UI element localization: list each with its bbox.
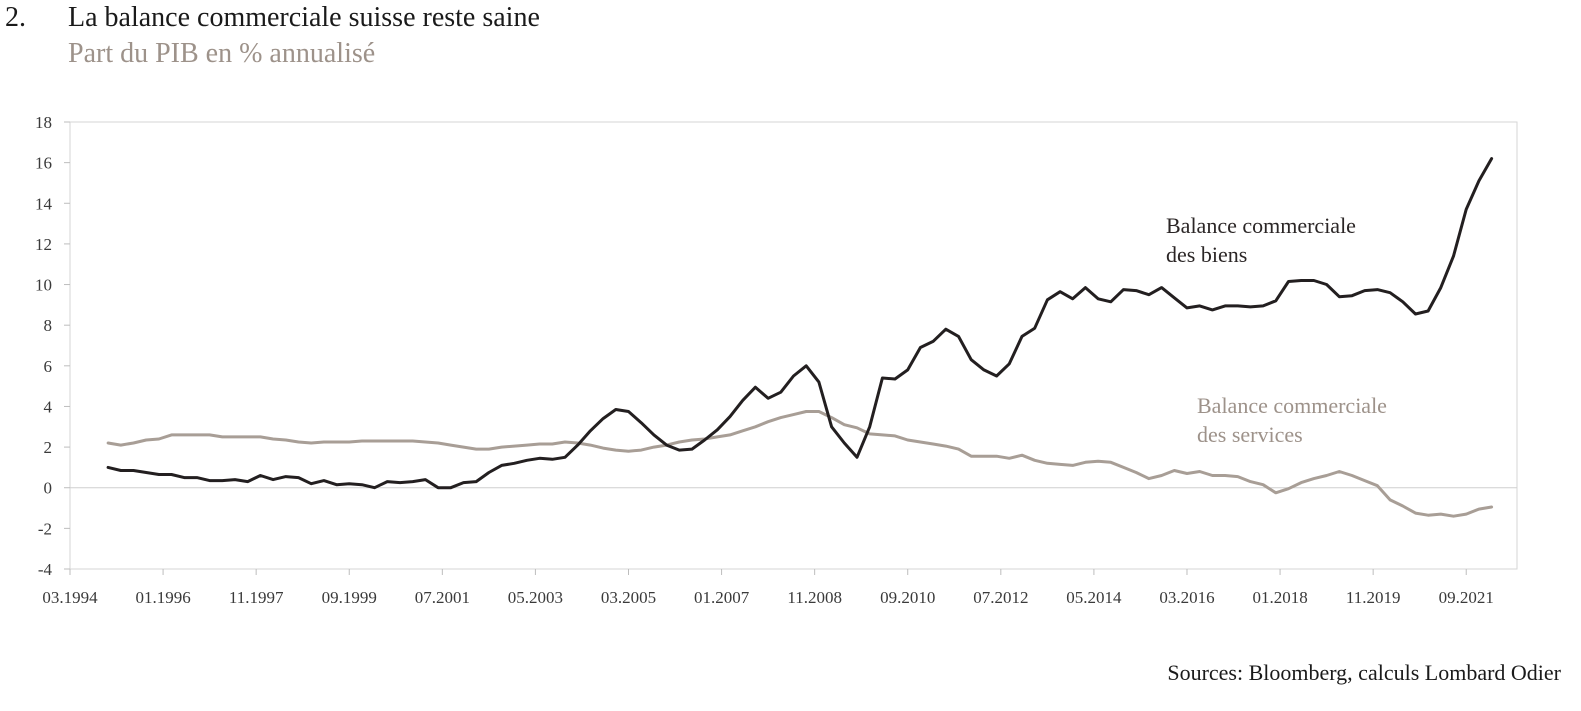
x-tick-label: 05.2003: [508, 588, 563, 607]
y-tick-label: 10: [35, 276, 52, 295]
y-tick-label: 16: [35, 154, 52, 173]
x-tick-label: 03.2016: [1159, 588, 1214, 607]
x-tick-label: 11.2019: [1346, 588, 1401, 607]
series-label-biens: Balance commerciale des biens: [1166, 213, 1356, 267]
series-label-services: Balance commerciale des services: [1197, 393, 1387, 447]
x-tick-label: 03.2005: [601, 588, 656, 607]
y-tick-label: 12: [35, 235, 52, 254]
x-tick-label: 01.2018: [1252, 588, 1307, 607]
chart-subtitle: Part du PIB en % annualisé: [68, 38, 376, 69]
y-tick-label: 14: [35, 194, 53, 213]
y-tick-label: 2: [44, 438, 53, 457]
x-tick-label: 01.2007: [694, 588, 750, 607]
x-tick-label: 07.2012: [973, 588, 1028, 607]
source-note: Sources: Bloomberg, calculs Lombard Odie…: [1167, 660, 1561, 685]
series-layer: [106, 157, 1494, 518]
y-axis: -4 -2 0 2 4 6 8 10 12 14 16 18: [35, 113, 1517, 579]
x-tick-label: 09.2010: [880, 588, 935, 607]
x-tick-label: 09.2021: [1439, 588, 1494, 607]
y-tick-label: 4: [44, 397, 53, 416]
chart-title: La balance commerciale suisse reste sain…: [68, 2, 540, 33]
x-tick-label: 11.1997: [229, 588, 284, 607]
y-tick-label: 0: [44, 479, 53, 498]
series-line-biens: [106, 157, 1494, 490]
series-line-services: [106, 410, 1494, 518]
y-tick-label: 8: [44, 316, 53, 335]
y-tick-label: 18: [35, 113, 52, 132]
series-label-line: Balance commerciale: [1166, 213, 1356, 238]
y-tick-label: 6: [44, 357, 53, 376]
x-tick-label: 05.2014: [1066, 588, 1122, 607]
x-tick-label: 11.2008: [787, 588, 842, 607]
x-tick-label: 07.2001: [415, 588, 470, 607]
series-label-line: des services: [1197, 422, 1303, 447]
series-label-line: Balance commerciale: [1197, 393, 1387, 418]
y-tick-label: -4: [38, 560, 53, 579]
plot-frame: [69, 121, 1518, 570]
figure-number: 2.: [5, 2, 26, 33]
x-tick-label: 01.1996: [135, 588, 190, 607]
x-axis: 03.1994 01.1996 11.1997 09.1999 07.2001 05.20…: [42, 569, 1494, 607]
x-tick-label: 09.1999: [322, 588, 377, 607]
series-label-line: des biens: [1166, 242, 1247, 267]
y-tick-label: -2: [38, 519, 52, 538]
x-tick-label: 03.1994: [42, 588, 98, 607]
